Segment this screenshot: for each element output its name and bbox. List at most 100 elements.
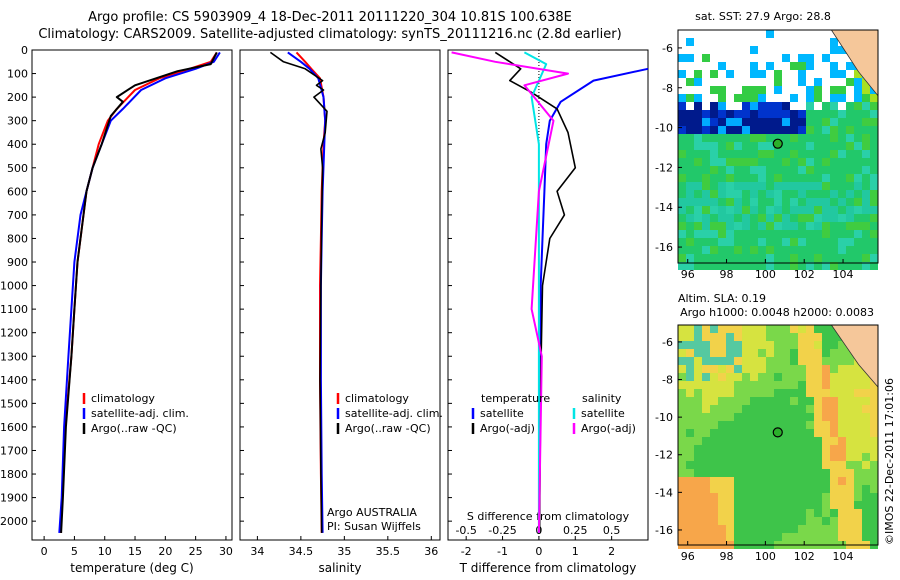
map-cell: [686, 158, 694, 166]
map-cell: [702, 174, 710, 182]
map-cell: [862, 134, 870, 142]
map-cell: [790, 214, 798, 222]
map-cell: [734, 198, 742, 206]
map-cell: [734, 349, 742, 357]
map-cell: [814, 469, 822, 477]
map-cell: [702, 158, 710, 166]
map-cell: [846, 453, 854, 461]
map-cell: [678, 70, 686, 78]
map-cell: [734, 437, 742, 445]
map-cell: [742, 206, 750, 214]
map-cell: [694, 525, 702, 533]
map-cell: [750, 373, 758, 381]
map-cell: [742, 30, 750, 38]
map-cell: [766, 421, 774, 429]
map-cell: [854, 421, 862, 429]
map-cell: [726, 118, 734, 126]
map-cell: [862, 262, 870, 270]
map-cell: [742, 485, 750, 493]
map-cell: [694, 254, 702, 262]
map-cell: [726, 198, 734, 206]
map-cell: [734, 525, 742, 533]
map-cell: [718, 182, 726, 190]
map-cell: [830, 158, 838, 166]
map-cell: [750, 397, 758, 405]
map-cell: [686, 254, 694, 262]
map-cell: [710, 222, 718, 230]
map-cell: [702, 198, 710, 206]
salinity-series-2: [269, 51, 328, 533]
map-cell: [742, 62, 750, 70]
map-cell: [710, 405, 718, 413]
map-cell: [686, 421, 694, 429]
map-cell: [678, 150, 686, 158]
difference-series-1: [494, 51, 577, 533]
map-cell: [694, 214, 702, 222]
map-cell: [710, 525, 718, 533]
map-cell: [798, 365, 806, 373]
map-cell: [798, 469, 806, 477]
map-cell: [710, 429, 718, 437]
map-cell: [734, 373, 742, 381]
map-cell: [862, 246, 870, 254]
map-cell: [862, 158, 870, 166]
map-cell: [774, 453, 782, 461]
map-cell: [750, 509, 758, 517]
map-cell: [742, 142, 750, 150]
map-cell: [790, 126, 798, 134]
map-cell: [750, 190, 758, 198]
map-cell: [702, 54, 710, 62]
map-cell: [798, 86, 806, 94]
map-cell: [790, 110, 798, 118]
map-cell: [750, 341, 758, 349]
map-cell: [830, 126, 838, 134]
map-cell: [742, 445, 750, 453]
map-cell: [710, 365, 718, 373]
s-difference-xlabel: S difference from climatology: [467, 510, 630, 523]
map-cell: [854, 509, 862, 517]
map-cell: [758, 533, 766, 541]
map-cell: [774, 477, 782, 485]
map-cell: [798, 54, 806, 62]
map-cell: [870, 222, 878, 230]
map-cell: [694, 54, 702, 62]
map-cell: [726, 349, 734, 357]
map-cell: [798, 453, 806, 461]
map-cell: [822, 198, 830, 206]
map-cell: [718, 214, 726, 222]
map-cell: [798, 182, 806, 190]
map-cell: [870, 501, 878, 509]
map-cell: [766, 150, 774, 158]
map-cell: [734, 206, 742, 214]
map-cell: [830, 198, 838, 206]
map-cell: [798, 254, 806, 262]
map-cell: [846, 389, 854, 397]
map-cell: [814, 381, 822, 389]
map-cell: [774, 381, 782, 389]
map-cell: [822, 389, 830, 397]
map-cell: [694, 493, 702, 501]
map-cell: [718, 517, 726, 525]
map-cell: [798, 126, 806, 134]
map-cell: [686, 62, 694, 70]
map-cell: [798, 142, 806, 150]
map-cell: [718, 413, 726, 421]
map-cell: [862, 509, 870, 517]
map-cell: [742, 46, 750, 54]
map-cell: [694, 142, 702, 150]
map-cell: [726, 78, 734, 86]
map-cell: [726, 485, 734, 493]
salinity-legend-0-label: climatology: [345, 392, 409, 405]
map-cell: [838, 254, 846, 262]
map-cell: [758, 429, 766, 437]
map-cell: [694, 182, 702, 190]
map-cell: [742, 501, 750, 509]
map-cell: [782, 54, 790, 62]
map-cell: [758, 517, 766, 525]
map-cell: [694, 365, 702, 373]
map-cell: [814, 246, 822, 254]
map-cell: [702, 461, 710, 469]
map-y-tick-label: -14: [655, 486, 673, 499]
map-cell: [702, 389, 710, 397]
map-cell: [846, 246, 854, 254]
